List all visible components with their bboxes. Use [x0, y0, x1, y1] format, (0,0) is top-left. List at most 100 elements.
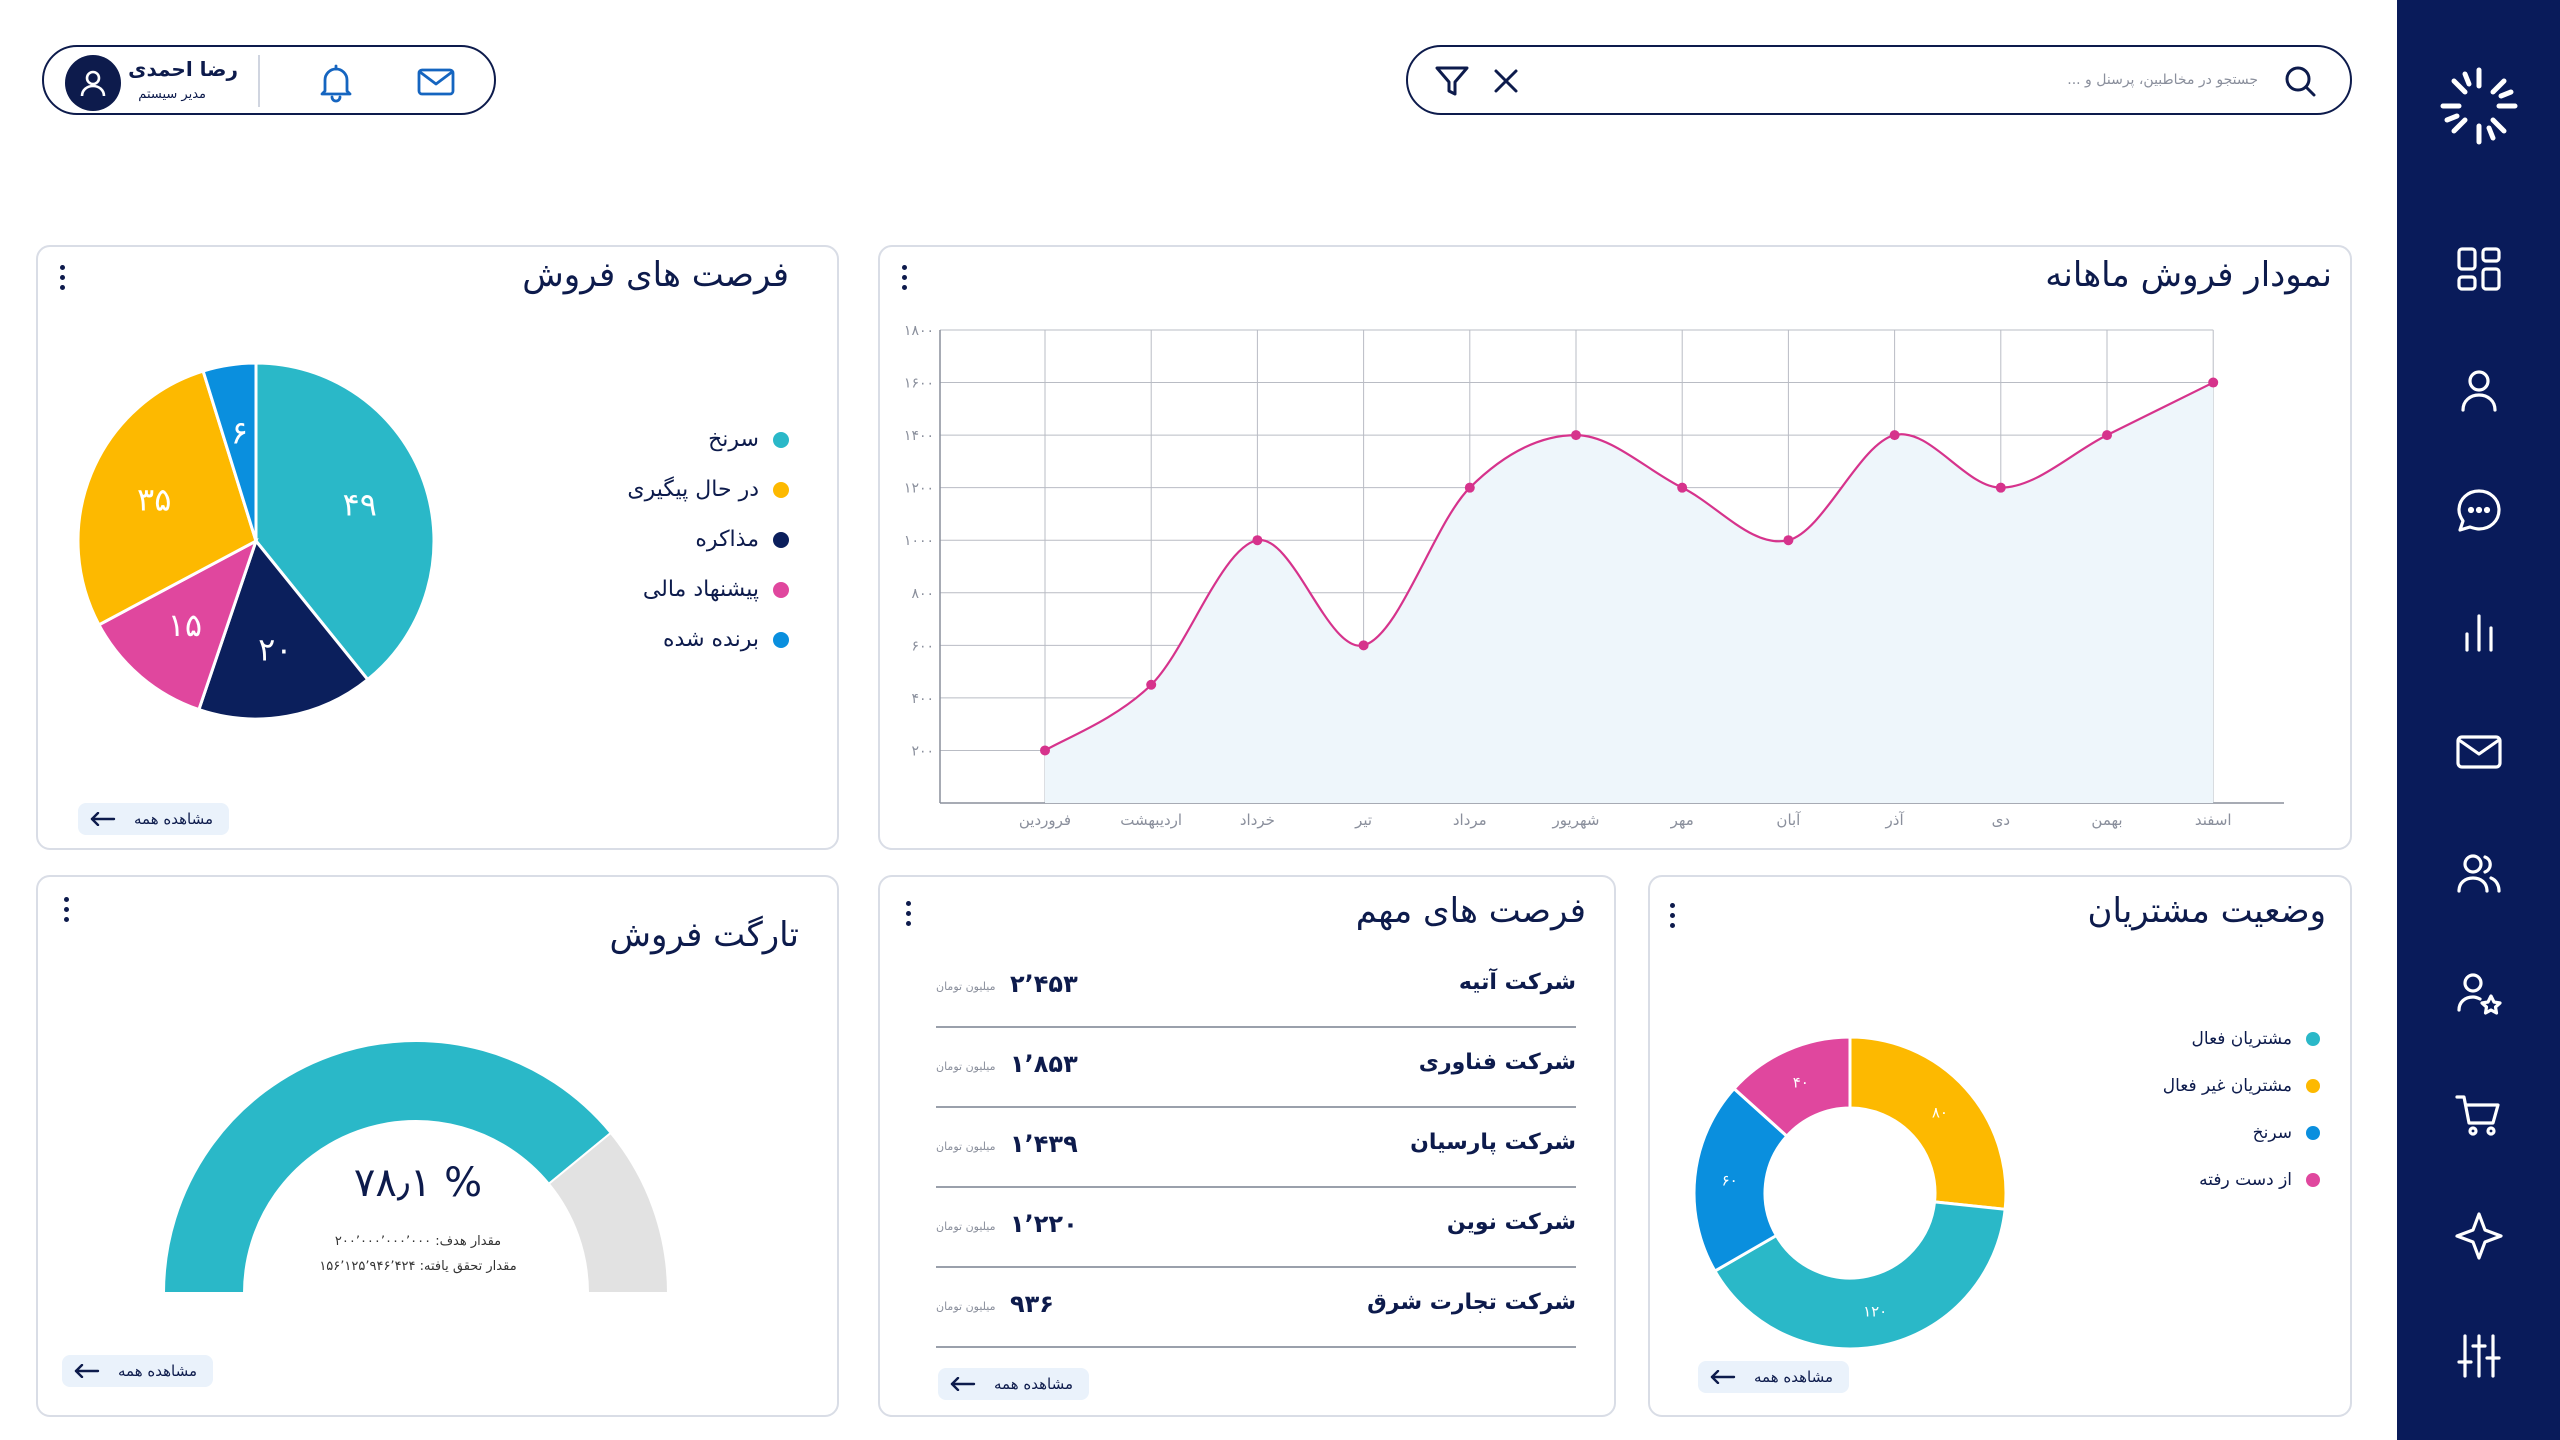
data-point — [1783, 535, 1794, 546]
y-tick-label: ۸۰۰ — [911, 586, 934, 602]
chat-icon[interactable] — [2441, 473, 2517, 549]
legend-label: برنده شده — [663, 627, 759, 652]
legend-label: سرنخ — [708, 427, 759, 452]
mail-icon[interactable] — [413, 59, 459, 105]
y-tick-label: ۱۸۰۰ — [904, 323, 934, 339]
more-menu-icon[interactable] — [894, 257, 914, 297]
data-point — [1040, 745, 1050, 756]
cart-icon[interactable] — [2441, 1077, 2517, 1153]
user-panel: رضا احمدی مدیر سیستم — [42, 45, 496, 115]
view-all-label: مشاهده همه — [994, 1375, 1074, 1393]
view-all-button[interactable]: مشاهده همه — [62, 1355, 214, 1387]
card-title: وضعیت مشتریان — [2087, 891, 2327, 931]
opportunity-label: ۲۰ — [258, 631, 292, 669]
legend-label: مشتریان فعال — [2191, 1029, 2292, 1049]
y-tick-label: ۱۲۰۰ — [904, 481, 934, 497]
company-name: شرکت تجارت شرق — [1367, 1290, 1576, 1315]
x-tick-label: اردیبهشت — [1120, 811, 1182, 829]
gauge-achieved — [162, 1040, 613, 1294]
x-tick-label: مرداد — [1453, 811, 1487, 829]
search-icon[interactable] — [2278, 59, 2322, 103]
legend-item: پیشنهاد مالی — [643, 577, 789, 602]
customer-label: ۴۰ — [1793, 1074, 1809, 1092]
more-menu-icon[interactable] — [52, 257, 72, 297]
opportunity-row[interactable]: شرکت نوین ۱٬۲۲۰ میلیون تومان — [936, 1188, 1576, 1268]
customer-slice — [1692, 1086, 1789, 1274]
data-point — [1889, 430, 1900, 441]
company-name: شرکت فناوری — [1418, 1050, 1576, 1075]
opportunity-label: ۱۵ — [168, 606, 202, 644]
user-role: مدیر سیستم — [138, 87, 206, 102]
x-tick-label: تیر — [1354, 811, 1372, 829]
mail-icon[interactable] — [2441, 714, 2517, 790]
view-all-button[interactable]: مشاهده همه — [938, 1368, 1090, 1400]
legend-label: مشتریان غیر فعال — [2162, 1076, 2292, 1096]
legend-item: مذاکره — [695, 527, 789, 552]
more-menu-icon[interactable] — [1662, 895, 1682, 935]
view-all-button[interactable]: مشاهده همه — [78, 803, 230, 835]
customer-label: ۱۲۰ — [1863, 1303, 1887, 1321]
opportunity-label: ۶ — [231, 413, 248, 451]
filter-icon[interactable] — [1430, 59, 1474, 103]
legend-dot — [2306, 1032, 2320, 1046]
opportunity-row[interactable]: شرکت پارسیان ۱٬۴۳۹ میلیون تومان — [936, 1108, 1576, 1188]
company-name: شرکت نوین — [1446, 1210, 1576, 1235]
y-tick-label: ۱۰۰۰ — [904, 533, 934, 549]
target-percent: % ۷۸٫۱ — [353, 1160, 483, 1206]
legend-dot — [773, 581, 789, 598]
user-name: رضا احمدی — [128, 57, 238, 81]
data-point — [1252, 535, 1263, 546]
sparkle-icon[interactable] — [2441, 1198, 2517, 1274]
opportunity-label: ۴۹ — [343, 486, 377, 524]
divider — [258, 55, 260, 107]
legend-dot — [2306, 1079, 2320, 1093]
data-point — [1677, 482, 1688, 493]
customer-slice — [1731, 1035, 1852, 1139]
key-opportunities-card: فرصت های مهم مشاهده همه — [878, 875, 1616, 1417]
legend-dot — [773, 531, 789, 548]
close-icon[interactable] — [1484, 59, 1528, 103]
data-point — [1464, 482, 1475, 493]
bell-icon[interactable] — [313, 59, 359, 105]
sidebar — [2397, 0, 2560, 1440]
card-title: فرصت های مهم — [1355, 891, 1586, 931]
area-fill — [1045, 382, 2214, 803]
users-icon[interactable] — [2441, 835, 2517, 911]
opportunity-slice — [76, 369, 258, 627]
arrow-left-icon — [1710, 1370, 1736, 1384]
avatar[interactable] — [65, 55, 121, 111]
opportunity-row[interactable]: شرکت آتیه ۲٬۴۵۳ میلیون تومان — [936, 948, 1576, 1028]
opportunity-value: ۱٬۲۲۰ — [1010, 1210, 1078, 1238]
dashboard-icon[interactable] — [2441, 231, 2517, 307]
card-title: نمودار فروش ماهانه — [2045, 255, 2332, 295]
view-all-button[interactable]: مشاهده همه — [1698, 1361, 1850, 1393]
view-all-label: مشاهده همه — [1754, 1368, 1834, 1386]
monthly-sales-chart: ۲۰۰ ۴۰۰ ۶۰۰ ۸۰۰ ۱۰۰۰ ۱۲۰۰ ۱۴۰۰ ۱۶۰۰ ۱۸۰۰ فروردین ا… — [904, 323, 2284, 829]
data-point — [1146, 679, 1157, 690]
x-tick-label: شهریور — [1552, 811, 1600, 829]
opportunity-unit: میلیون تومان — [936, 1060, 996, 1073]
bar-chart-icon[interactable] — [2441, 594, 2517, 670]
opportunity-row[interactable]: شرکت تجارت شرق ۹۳۶ میلیون تومان — [936, 1268, 1576, 1348]
sales-opportunities-pie: ۴۹ ۲۰ ۱۵ ۳۵ ۶ — [76, 361, 436, 721]
x-tick-label: اسفند — [2195, 811, 2232, 829]
search-input[interactable] — [1528, 57, 2258, 103]
more-menu-icon[interactable] — [56, 889, 76, 929]
opportunity-unit: میلیون تومان — [936, 1300, 996, 1313]
data-point — [1571, 430, 1581, 441]
legend-dot — [773, 481, 789, 498]
arrow-left-icon — [950, 1377, 976, 1391]
customer-status-card: وضعیت مشتریان مشتریان فعال مشتریان غیر ف… — [1648, 875, 2352, 1417]
data-point — [2208, 377, 2219, 388]
opportunity-unit: میلیون تومان — [936, 1220, 996, 1233]
legend-label: در حال پیگیری — [627, 477, 759, 502]
logo-icon[interactable] — [2435, 62, 2523, 150]
data-point — [2102, 430, 2112, 441]
sliders-icon[interactable] — [2441, 1318, 2517, 1394]
opportunity-slice — [254, 361, 436, 682]
more-menu-icon[interactable] — [898, 893, 918, 933]
user-star-icon[interactable] — [2441, 956, 2517, 1032]
opportunity-row[interactable]: شرکت فناوری ۱٬۸۵۳ میلیون تومان — [936, 1028, 1576, 1108]
legend-label: از دست رفته — [2199, 1170, 2292, 1190]
user-icon[interactable] — [2441, 352, 2517, 428]
